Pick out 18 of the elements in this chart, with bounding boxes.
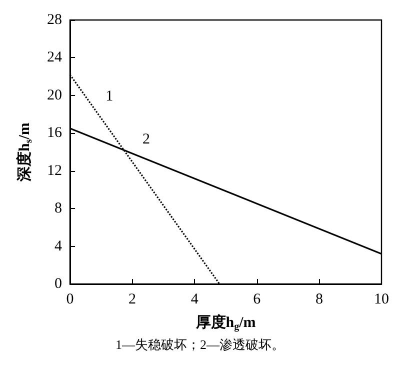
x-tick-label: 8 bbox=[315, 292, 323, 308]
y-tick-label: 20 bbox=[47, 87, 62, 104]
series-label: 2 bbox=[142, 132, 150, 148]
y-tick-label: 4 bbox=[54, 238, 62, 254]
y-tick-label: 8 bbox=[54, 200, 62, 217]
series-label: 1 bbox=[106, 88, 114, 104]
x-tick-label: 10 bbox=[374, 292, 389, 308]
y-tick-label: 24 bbox=[47, 50, 62, 66]
x-tick-label: 6 bbox=[253, 292, 262, 308]
x-tick-label: 2 bbox=[128, 292, 136, 308]
x-tick-label: 0 bbox=[66, 292, 74, 308]
text: 1—失稳破坏；2—渗透破坏。 bbox=[116, 337, 284, 352]
y-tick-label: 12 bbox=[47, 162, 62, 179]
y-axis-title: 深度hs/m bbox=[15, 122, 34, 182]
x-tick-label: 4 bbox=[190, 292, 199, 308]
y-tick-label: 0 bbox=[54, 276, 62, 292]
y-tick-label: 16 bbox=[47, 125, 62, 142]
y-tick-label: 28 bbox=[47, 12, 62, 28]
